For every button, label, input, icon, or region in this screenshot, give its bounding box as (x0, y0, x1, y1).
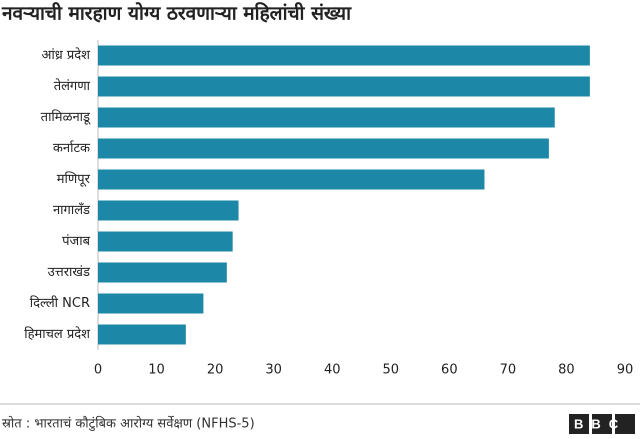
x-tick-label: 90 (617, 363, 634, 378)
bar (98, 293, 204, 314)
y-tick-label: तेलंगणा (54, 78, 91, 94)
x-tick-label: 40 (324, 363, 341, 378)
x-tick-label: 70 (500, 363, 517, 378)
x-tick-label: 60 (441, 363, 458, 378)
y-tick-label: पंजाब (62, 234, 90, 249)
y-tick-label: नागालँड (53, 202, 91, 218)
y-tick-label: कर्नाटक (53, 140, 91, 156)
bar (98, 169, 485, 190)
logo-box (615, 414, 635, 434)
x-tick-label: 30 (265, 363, 282, 378)
bar (98, 231, 233, 252)
bar (98, 107, 555, 128)
x-tick-label: 0 (94, 363, 102, 378)
x-tick-label: 80 (558, 363, 575, 378)
logo-box (569, 414, 589, 434)
x-tick-label: 10 (148, 363, 165, 378)
bar (98, 45, 590, 66)
y-tick-label: आंध्र प्रदेश (41, 47, 91, 63)
y-tick-label: हिमाचल प्रदेश (24, 326, 91, 342)
logo: BBC (574, 416, 626, 431)
bar (98, 76, 590, 97)
logo-box (592, 414, 612, 434)
y-tick-label: मणिपूर (57, 171, 91, 187)
y-tick-label: उत्तराखंड (48, 265, 91, 280)
bar (98, 324, 186, 345)
source: स्रोत : भारताचं कौटुंबिक आरोग्य सर्वेक्ष… (2, 416, 255, 432)
y-tick-label: तामिळनाडू (41, 109, 91, 125)
bar (98, 200, 239, 221)
y-tick-label: दिल्ली NCR (30, 295, 90, 311)
bar (98, 262, 227, 283)
x-tick-label: 50 (383, 363, 400, 378)
chart-title: नवऱ्याची मारहाण योग्य ठरवणाऱ्या महिलांची… (1, 2, 352, 25)
x-tick-label: 20 (207, 363, 224, 378)
bar (98, 138, 549, 159)
